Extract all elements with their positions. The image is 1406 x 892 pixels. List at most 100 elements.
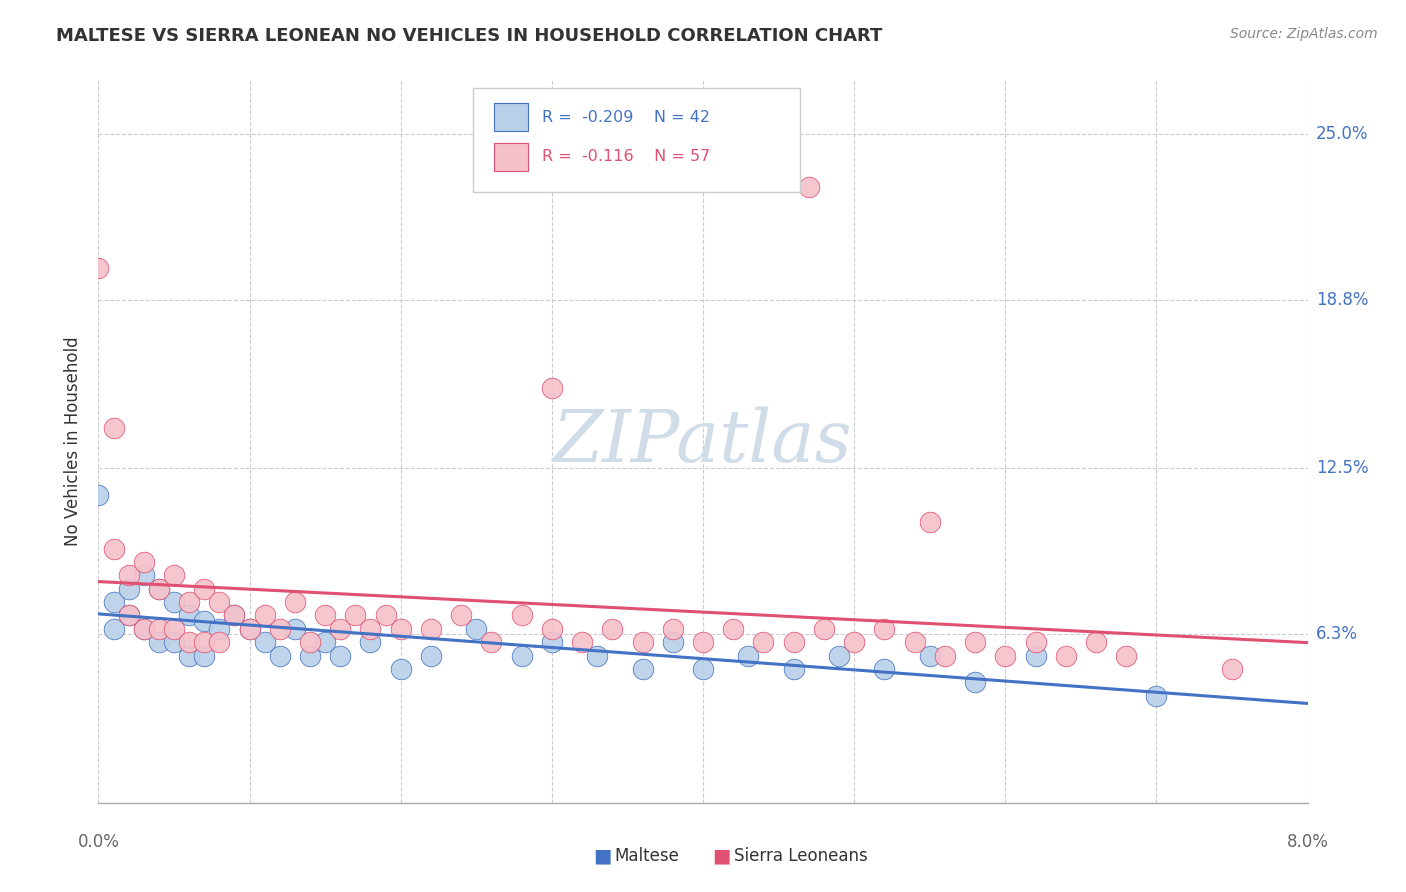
Point	[1025, 635, 1047, 649]
Point	[132, 622, 155, 636]
Point	[103, 541, 125, 556]
Text: 0.0%: 0.0%	[77, 833, 120, 851]
Point	[269, 648, 291, 663]
Point	[299, 648, 322, 663]
Point	[103, 595, 125, 609]
Point	[965, 675, 987, 690]
Point	[148, 622, 170, 636]
Point	[631, 662, 654, 676]
Point	[284, 595, 307, 609]
Point	[118, 608, 141, 623]
Point	[510, 648, 533, 663]
Point	[179, 595, 201, 609]
Point	[994, 648, 1017, 663]
Point	[828, 648, 851, 663]
Point	[239, 622, 262, 636]
Point	[389, 662, 412, 676]
Text: 18.8%: 18.8%	[1316, 291, 1368, 309]
Y-axis label: No Vehicles in Household: No Vehicles in Household	[65, 336, 83, 547]
Point	[752, 635, 775, 649]
Point	[253, 608, 276, 623]
Point	[904, 635, 927, 649]
Point	[873, 662, 896, 676]
Point	[118, 608, 141, 623]
Point	[193, 614, 215, 628]
Point	[87, 488, 110, 502]
Text: R =  -0.116    N = 57: R = -0.116 N = 57	[543, 149, 710, 164]
Point	[132, 622, 155, 636]
Point	[737, 648, 759, 663]
Point	[132, 568, 155, 582]
Point	[284, 622, 307, 636]
Point	[163, 622, 186, 636]
Point	[783, 662, 806, 676]
FancyBboxPatch shape	[474, 87, 800, 193]
Point	[344, 608, 367, 623]
Point	[510, 608, 533, 623]
Point	[193, 648, 215, 663]
Point	[148, 582, 170, 596]
Point	[179, 648, 201, 663]
Point	[965, 635, 987, 649]
Text: R =  -0.209    N = 42: R = -0.209 N = 42	[543, 110, 710, 125]
Point	[118, 582, 141, 596]
Point	[723, 622, 745, 636]
Point	[918, 648, 941, 663]
Point	[540, 622, 562, 636]
Point	[103, 622, 125, 636]
Point	[813, 622, 835, 636]
Point	[540, 635, 562, 649]
Text: 25.0%: 25.0%	[1316, 125, 1368, 143]
Point	[571, 635, 593, 649]
Text: ZIPatlas: ZIPatlas	[553, 406, 853, 477]
Point	[329, 622, 352, 636]
Point	[586, 648, 609, 663]
Point	[253, 635, 276, 649]
Point	[179, 608, 201, 623]
Bar	[494, 143, 527, 170]
Text: 12.5%: 12.5%	[1316, 459, 1368, 477]
Point	[631, 635, 654, 649]
Point	[374, 608, 396, 623]
Point	[163, 635, 186, 649]
Point	[1054, 648, 1077, 663]
Point	[148, 635, 170, 649]
Point	[299, 635, 322, 649]
Text: Sierra Leoneans: Sierra Leoneans	[734, 847, 868, 865]
Point	[87, 260, 110, 275]
Point	[420, 648, 443, 663]
Point	[193, 582, 215, 596]
Point	[1220, 662, 1243, 676]
Point	[314, 608, 336, 623]
Text: MALTESE VS SIERRA LEONEAN NO VEHICLES IN HOUSEHOLD CORRELATION CHART: MALTESE VS SIERRA LEONEAN NO VEHICLES IN…	[56, 27, 883, 45]
Point	[269, 622, 291, 636]
Point	[224, 608, 246, 623]
Text: 8.0%: 8.0%	[1286, 833, 1329, 851]
Text: ■: ■	[713, 847, 731, 866]
Point	[360, 622, 382, 636]
Point	[118, 568, 141, 582]
Point	[360, 635, 382, 649]
Point	[420, 622, 443, 636]
Point	[465, 622, 488, 636]
Point	[389, 622, 412, 636]
Point	[314, 635, 336, 649]
Point	[450, 608, 472, 623]
Point	[602, 622, 624, 636]
Point	[208, 595, 231, 609]
Point	[844, 635, 866, 649]
Point	[163, 568, 186, 582]
Text: 6.3%: 6.3%	[1316, 625, 1358, 643]
Point	[239, 622, 262, 636]
Text: Maltese: Maltese	[614, 847, 679, 865]
Point	[934, 648, 956, 663]
Text: ■: ■	[593, 847, 612, 866]
Point	[661, 635, 683, 649]
Point	[692, 662, 714, 676]
Point	[1146, 689, 1168, 703]
Point	[692, 635, 714, 649]
Point	[132, 555, 155, 569]
Point	[873, 622, 896, 636]
Point	[918, 515, 941, 529]
Point	[540, 381, 562, 395]
